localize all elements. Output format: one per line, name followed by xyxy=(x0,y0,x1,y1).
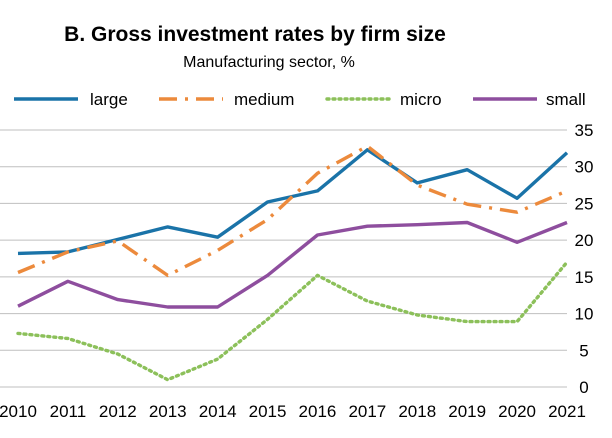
legend-label-medium: medium xyxy=(234,90,294,109)
legend: large medium micro small xyxy=(14,90,586,109)
gridlines xyxy=(0,129,567,388)
x-tick-label: 2016 xyxy=(299,402,337,421)
x-tick-label: 2014 xyxy=(199,402,237,421)
x-tick-label: 2018 xyxy=(398,402,436,421)
x-axis: 2010 2011 2012 2013 2014 2015 2016 2017 2018 2019… xyxy=(0,402,586,421)
series-line-medium xyxy=(17,144,568,278)
x-tick-label: 2019 xyxy=(448,402,486,421)
y-tick-label: 35 xyxy=(575,121,594,140)
x-tick-label: 2010 xyxy=(0,402,37,421)
x-tick-label: 2017 xyxy=(348,402,386,421)
y-axis: 0 5 10 15 20 25 30 35 xyxy=(575,121,594,397)
y-tick-label: 0 xyxy=(579,378,588,397)
x-tick-label: 2012 xyxy=(99,402,137,421)
x-tick-label: 2015 xyxy=(249,402,287,421)
series-line-micro xyxy=(16,260,569,382)
y-tick-label: 5 xyxy=(579,341,588,360)
x-tick-label: 2021 xyxy=(548,402,586,421)
series-line-small xyxy=(17,220,568,309)
legend-label-large: large xyxy=(90,90,128,109)
series-line-large xyxy=(17,148,569,256)
y-tick-label: 30 xyxy=(575,158,594,177)
chart-title: B. Gross investment rates by firm size xyxy=(64,23,446,46)
series-lines xyxy=(16,144,569,382)
chart-subtitle: Manufacturing sector, % xyxy=(183,54,355,71)
legend-label-micro: micro xyxy=(400,90,442,109)
legend-label-small: small xyxy=(546,90,586,109)
x-tick-label: 2013 xyxy=(149,402,187,421)
y-tick-label: 25 xyxy=(575,194,594,213)
y-tick-label: 20 xyxy=(575,231,594,250)
y-tick-label: 10 xyxy=(575,305,594,324)
y-tick-label: 15 xyxy=(575,268,594,287)
x-tick-label: 2011 xyxy=(50,402,87,421)
x-tick-label: 2020 xyxy=(498,402,536,421)
